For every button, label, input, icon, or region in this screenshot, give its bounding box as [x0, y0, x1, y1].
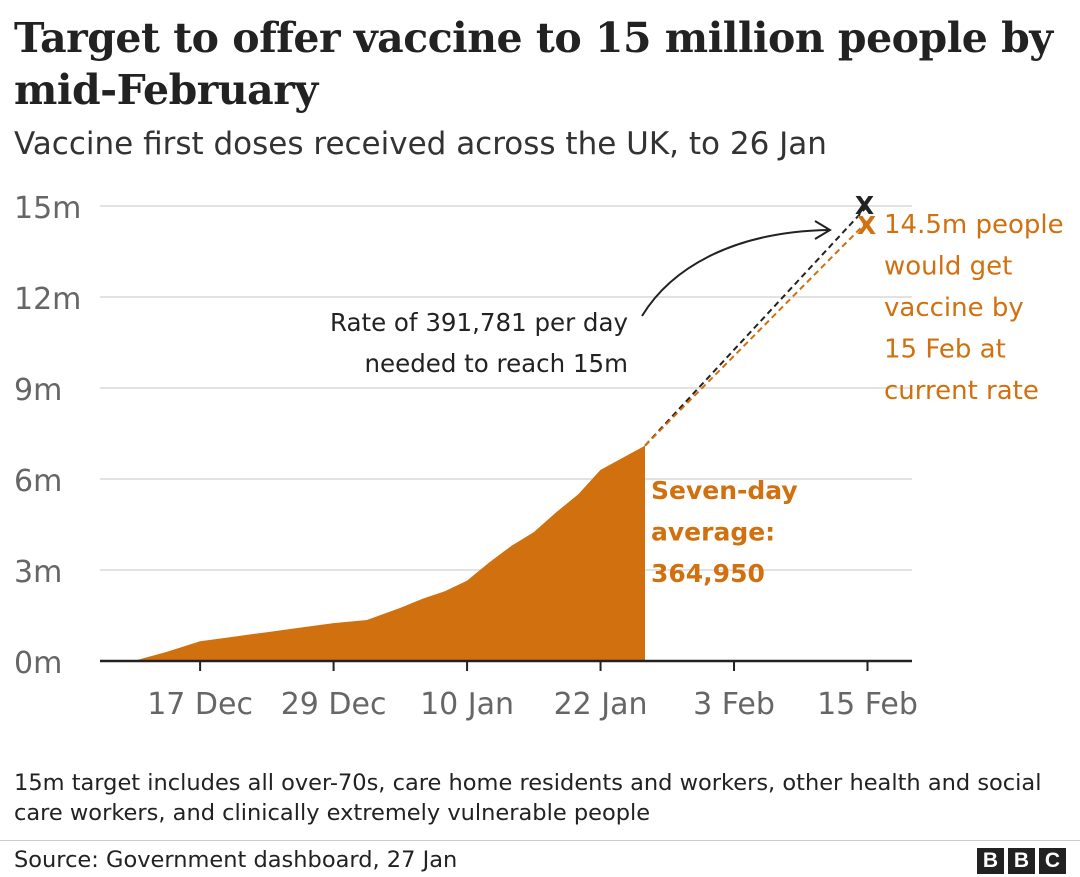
current-rate-label: 14.5m people — [884, 210, 1064, 240]
projection-lines — [644, 205, 869, 447]
x-tick-label: 22 Jan — [554, 687, 648, 722]
annotations: XX Rate of 391,781 per day needed to reach… — [330, 191, 1064, 588]
target-marker: X — [855, 191, 874, 220]
current-rate-line — [644, 220, 869, 447]
footer-divider — [0, 840, 1080, 841]
y-tick-label: 0m — [14, 646, 62, 681]
projection-marker: X — [857, 211, 876, 240]
doses-area-layer — [133, 445, 645, 661]
doses-area — [133, 445, 645, 661]
x-tick-label: 15 Feb — [817, 687, 918, 722]
y-tick-label: 6m — [14, 464, 62, 499]
bbc-logo-letter: C — [1039, 848, 1066, 874]
rate-needed-label: needed to reach 15m — [365, 349, 628, 378]
x-tick-label: 10 Jan — [420, 687, 514, 722]
target-rate-line — [644, 205, 869, 447]
y-tick-label: 3m — [14, 555, 62, 590]
current-rate-label: vaccine by — [884, 293, 1024, 323]
vaccine-chart: 0m 3m 6m 9m 12m 15m 17 Dec 29 Dec 10 Jan 22 Jan 3 … — [14, 191, 1064, 722]
x-tick-label: 29 Dec — [281, 687, 387, 722]
seven-day-average-label: 364,950 — [651, 559, 765, 588]
chart-subtitle: Vaccine first doses received across the … — [14, 126, 827, 162]
bbc-logo-letter: B — [977, 848, 1004, 874]
footnote: 15m target includes all over-70s, care h… — [14, 770, 1042, 826]
chart-title: Target to offer vaccine to 15 million pe… — [14, 14, 1053, 114]
bbc-logo: B B C — [977, 848, 1066, 874]
axes: 0m 3m 6m 9m 12m 15m 17 Dec 29 Dec 10 Jan 22 Jan 3 … — [14, 191, 918, 722]
current-rate-label: 15 Feb at — [884, 335, 1006, 365]
bbc-logo-letter: B — [1008, 848, 1035, 874]
seven-day-average-label: average: — [651, 518, 775, 547]
arrow-head — [814, 220, 832, 240]
x-tick-label: 17 Dec — [147, 687, 253, 722]
rate-needed-label: Rate of 391,781 per day — [330, 308, 628, 337]
y-tick-label: 12m — [14, 282, 81, 317]
y-tick-label: 9m — [14, 373, 62, 408]
current-rate-label: current rate — [884, 376, 1039, 406]
arrow-curve — [641, 229, 829, 317]
current-rate-label: would get — [884, 252, 1012, 282]
source-note: Source: Government dashboard, 27 Jan — [14, 847, 458, 873]
gridlines — [100, 205, 912, 571]
y-tick-label: 15m — [14, 191, 81, 226]
x-tick-label: 3 Feb — [693, 687, 775, 722]
seven-day-average-label: Seven-day — [651, 476, 798, 505]
